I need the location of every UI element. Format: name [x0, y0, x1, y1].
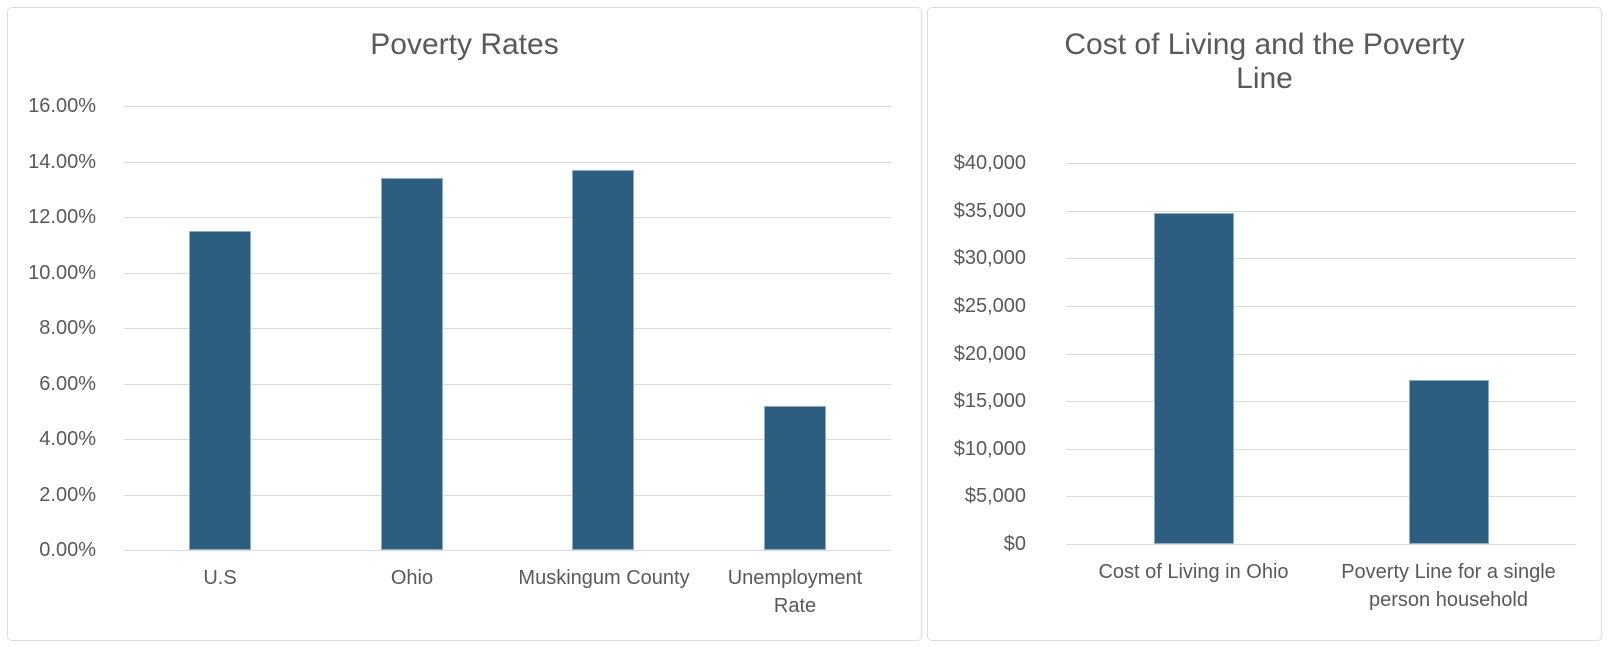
- y-axis-tick-label: 2.00%: [39, 484, 96, 506]
- category-label-poverty-line-for-a-single-person-household: Poverty Line for a single person househo…: [1341, 561, 1556, 611]
- category-label-unemployment-rate: Unemployment Rate: [727, 567, 863, 617]
- gridline: [1066, 258, 1576, 259]
- y-axis-tick-label: 12.00%: [28, 206, 96, 228]
- bar-muskingum-county[interactable]: [572, 170, 634, 550]
- y-axis-tick-label: 0.00%: [39, 539, 96, 561]
- category-label-cost-of-living-in-ohio: Cost of Living in Ohio: [1098, 561, 1289, 583]
- gridline: [124, 162, 891, 163]
- y-axis-tick-label: $20,000: [953, 343, 1026, 365]
- y-axis-tick-label: $25,000: [953, 295, 1026, 317]
- bar-ohio[interactable]: [381, 178, 443, 550]
- y-axis-tick-label: $30,000: [953, 247, 1026, 269]
- y-axis-tick-label: 6.00%: [39, 373, 96, 395]
- gridline: [124, 217, 891, 218]
- y-axis-tick-label: 4.00%: [39, 428, 96, 450]
- chart-panel-cost-of-living[interactable]: Cost of Living and the Poverty Line $0 $5…: [927, 7, 1602, 641]
- y-axis-tick-label: $15,000: [953, 390, 1026, 412]
- gridline: [1066, 544, 1576, 545]
- gridline: [124, 328, 891, 329]
- category-label-u-s: U.S: [203, 567, 237, 589]
- y-axis-tick-label: $0: [1003, 533, 1026, 555]
- chart-title-cost-of-living[interactable]: Cost of Living and the Poverty Line: [1064, 28, 1465, 95]
- y-axis-tick-label: 10.00%: [28, 262, 96, 284]
- y-axis-tick-label: 16.00%: [28, 95, 96, 117]
- gridline: [1066, 211, 1576, 212]
- y-axis-tick-label: $10,000: [953, 438, 1026, 460]
- gridline: [1066, 401, 1576, 402]
- y-axis-tick-label: 14.00%: [28, 151, 96, 173]
- gridline: [1066, 449, 1576, 450]
- gridline: [124, 384, 891, 385]
- bar-poverty-line-for-a-single-person-household[interactable]: [1409, 380, 1489, 544]
- gridline: [124, 439, 891, 440]
- y-axis-tick-label: 8.00%: [39, 317, 96, 339]
- gridline: [1066, 496, 1576, 497]
- gridline: [124, 495, 891, 496]
- chart-panel-poverty-rates[interactable]: Poverty Rates 0.00% 2.00% 4.00% 6.00% 8.00% 1…: [7, 7, 922, 641]
- category-label-ohio: Ohio: [390, 567, 434, 589]
- bar-unemployment-rate[interactable]: [764, 406, 826, 550]
- y-axis-tick-label: $35,000: [953, 200, 1026, 222]
- gridline: [124, 550, 891, 551]
- chart-title-poverty-rates[interactable]: Poverty Rates: [370, 28, 559, 61]
- y-axis-tick-label: $5,000: [964, 485, 1026, 507]
- gridline: [124, 273, 891, 274]
- plot-area-cost-of-living: $0 $5,000 $10,000 $15,000 $20,000 $25,000 $30,…: [928, 8, 1601, 640]
- bar-u-s[interactable]: [189, 231, 251, 550]
- plot-area-poverty-rates: 0.00% 2.00% 4.00% 6.00% 8.00% 10.00% 12.00% 14.…: [8, 8, 921, 640]
- gridline: [1066, 354, 1576, 355]
- y-axis-tick-label: $40,000: [953, 152, 1026, 174]
- gridline: [124, 106, 891, 107]
- gridline: [1066, 306, 1576, 307]
- bar-cost-of-living-in-ohio[interactable]: [1154, 213, 1234, 544]
- category-label-muskingum-county: Muskingum County: [518, 567, 690, 589]
- gridline: [1066, 163, 1576, 164]
